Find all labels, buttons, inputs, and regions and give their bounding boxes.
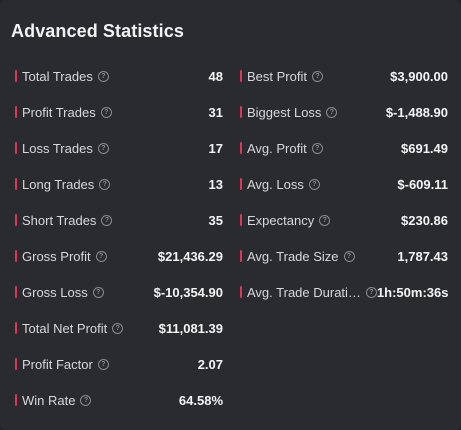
stat-label: Gross Loss <box>22 284 88 300</box>
stat-row-best-profit: Best Profit ? $3,900.00 <box>240 58 448 94</box>
panel-title: Advanced Statistics <box>11 21 184 41</box>
help-icon[interactable]: ? <box>99 178 111 190</box>
stat-label: Total Net Profit <box>22 320 108 336</box>
stat-row-total-trades: Total Trades ? 48 <box>15 58 223 94</box>
accent-bar <box>240 178 242 190</box>
accent-bar <box>15 394 17 406</box>
stat-label: Total Trades <box>22 68 93 84</box>
accent-bar <box>240 286 242 298</box>
accent-bar <box>240 70 242 82</box>
stats-column-left: Total Trades ? 48 Profit Trades ? 31 Los… <box>15 58 223 418</box>
stat-value: 17 <box>208 140 223 156</box>
stat-row-biggest-loss: Biggest Loss ? $-1,488.90 <box>240 94 448 130</box>
stat-label: Best Profit <box>247 68 307 84</box>
stats-column-right: Best Profit ? $3,900.00 Biggest Loss ? $… <box>240 58 448 310</box>
accent-bar <box>15 70 17 82</box>
stat-row-long-trades: Long Trades ? 13 <box>15 166 223 202</box>
help-icon[interactable]: ? <box>326 106 338 118</box>
accent-bar <box>15 178 17 190</box>
help-icon[interactable]: ? <box>97 142 109 154</box>
accent-bar <box>15 286 17 298</box>
stat-row-avg-profit: Avg. Profit ? $691.49 <box>240 130 448 166</box>
stat-value: 1,787.43 <box>397 248 448 264</box>
stat-value: 48 <box>208 68 223 84</box>
help-icon[interactable]: ? <box>308 178 320 190</box>
stat-row-total-net-profit: Total Net Profit ? $11,081.39 <box>15 310 223 346</box>
stat-value: 1h:50m:36s <box>376 284 449 300</box>
help-icon[interactable]: ? <box>319 214 331 226</box>
stat-row-avg-trade-size: Avg. Trade Size ? 1,787.43 <box>240 238 448 274</box>
stat-label: Expectancy <box>247 212 315 228</box>
help-icon[interactable]: ? <box>100 106 112 118</box>
stat-value: $21,436.29 <box>157 248 223 264</box>
stat-label: Avg. Profit <box>247 140 307 156</box>
stat-row-gross-loss: Gross Loss ? $-10,354.90 <box>15 274 223 310</box>
stat-value: $691.49 <box>401 140 448 156</box>
stat-row-gross-profit: Gross Profit ? $21,436.29 <box>15 238 223 274</box>
stat-value: $3,900.00 <box>390 68 448 84</box>
help-icon[interactable]: ? <box>101 214 113 226</box>
stat-label: Avg. Trade Durati… <box>247 284 361 300</box>
help-icon[interactable]: ? <box>80 394 92 406</box>
help-icon[interactable]: ? <box>97 358 109 370</box>
stat-row-loss-trades: Loss Trades ? 17 <box>15 130 223 166</box>
accent-bar <box>240 142 242 154</box>
stat-value: $-1,488.90 <box>385 104 448 120</box>
help-icon[interactable]: ? <box>311 142 323 154</box>
stat-row-profit-trades: Profit Trades ? 31 <box>15 94 223 130</box>
help-icon[interactable]: ? <box>311 70 323 82</box>
stat-row-short-trades: Short Trades ? 35 <box>15 202 223 238</box>
accent-bar <box>240 214 242 226</box>
accent-bar <box>15 106 17 118</box>
stat-row-avg-trade-duration: Avg. Trade Durati… ? 1h:50m:36s <box>240 274 448 310</box>
stat-label: Biggest Loss <box>247 104 322 120</box>
stat-row-avg-loss: Avg. Loss ? $-609.11 <box>240 166 448 202</box>
stat-value: 64.58% <box>178 392 223 408</box>
stat-label: Short Trades <box>22 212 97 228</box>
help-icon[interactable]: ? <box>92 286 104 298</box>
stat-label: Long Trades <box>22 176 95 192</box>
help-icon[interactable]: ? <box>97 70 109 82</box>
stat-value: $-10,354.90 <box>153 284 223 300</box>
stat-label: Profit Factor <box>22 356 93 372</box>
accent-bar <box>240 106 242 118</box>
stat-value: 31 <box>208 104 223 120</box>
stat-value: $-609.11 <box>397 176 448 192</box>
help-icon[interactable]: ? <box>365 286 377 298</box>
accent-bar <box>15 250 17 262</box>
stat-label: Win Rate <box>22 392 76 408</box>
help-icon[interactable]: ? <box>112 322 124 334</box>
stat-value: 2.07 <box>197 356 223 372</box>
stat-label: Profit Trades <box>22 104 96 120</box>
accent-bar <box>15 142 17 154</box>
stat-value: 35 <box>208 212 223 228</box>
stat-value: $11,081.39 <box>158 320 223 336</box>
help-icon[interactable]: ? <box>95 250 107 262</box>
stat-label: Avg. Trade Size <box>247 248 339 264</box>
accent-bar <box>15 358 17 370</box>
stat-row-expectancy: Expectancy ? $230.86 <box>240 202 448 238</box>
stat-label: Avg. Loss <box>247 176 304 192</box>
stat-value: 13 <box>208 176 223 192</box>
help-icon[interactable]: ? <box>343 250 355 262</box>
stat-label: Gross Profit <box>22 248 91 264</box>
stat-value: $230.86 <box>401 212 448 228</box>
stat-row-profit-factor: Profit Factor ? 2.07 <box>15 346 223 382</box>
accent-bar <box>15 322 17 334</box>
accent-bar <box>15 214 17 226</box>
stat-row-win-rate: Win Rate ? 64.58% <box>15 382 223 418</box>
accent-bar <box>240 250 242 262</box>
stat-label: Loss Trades <box>22 140 93 156</box>
